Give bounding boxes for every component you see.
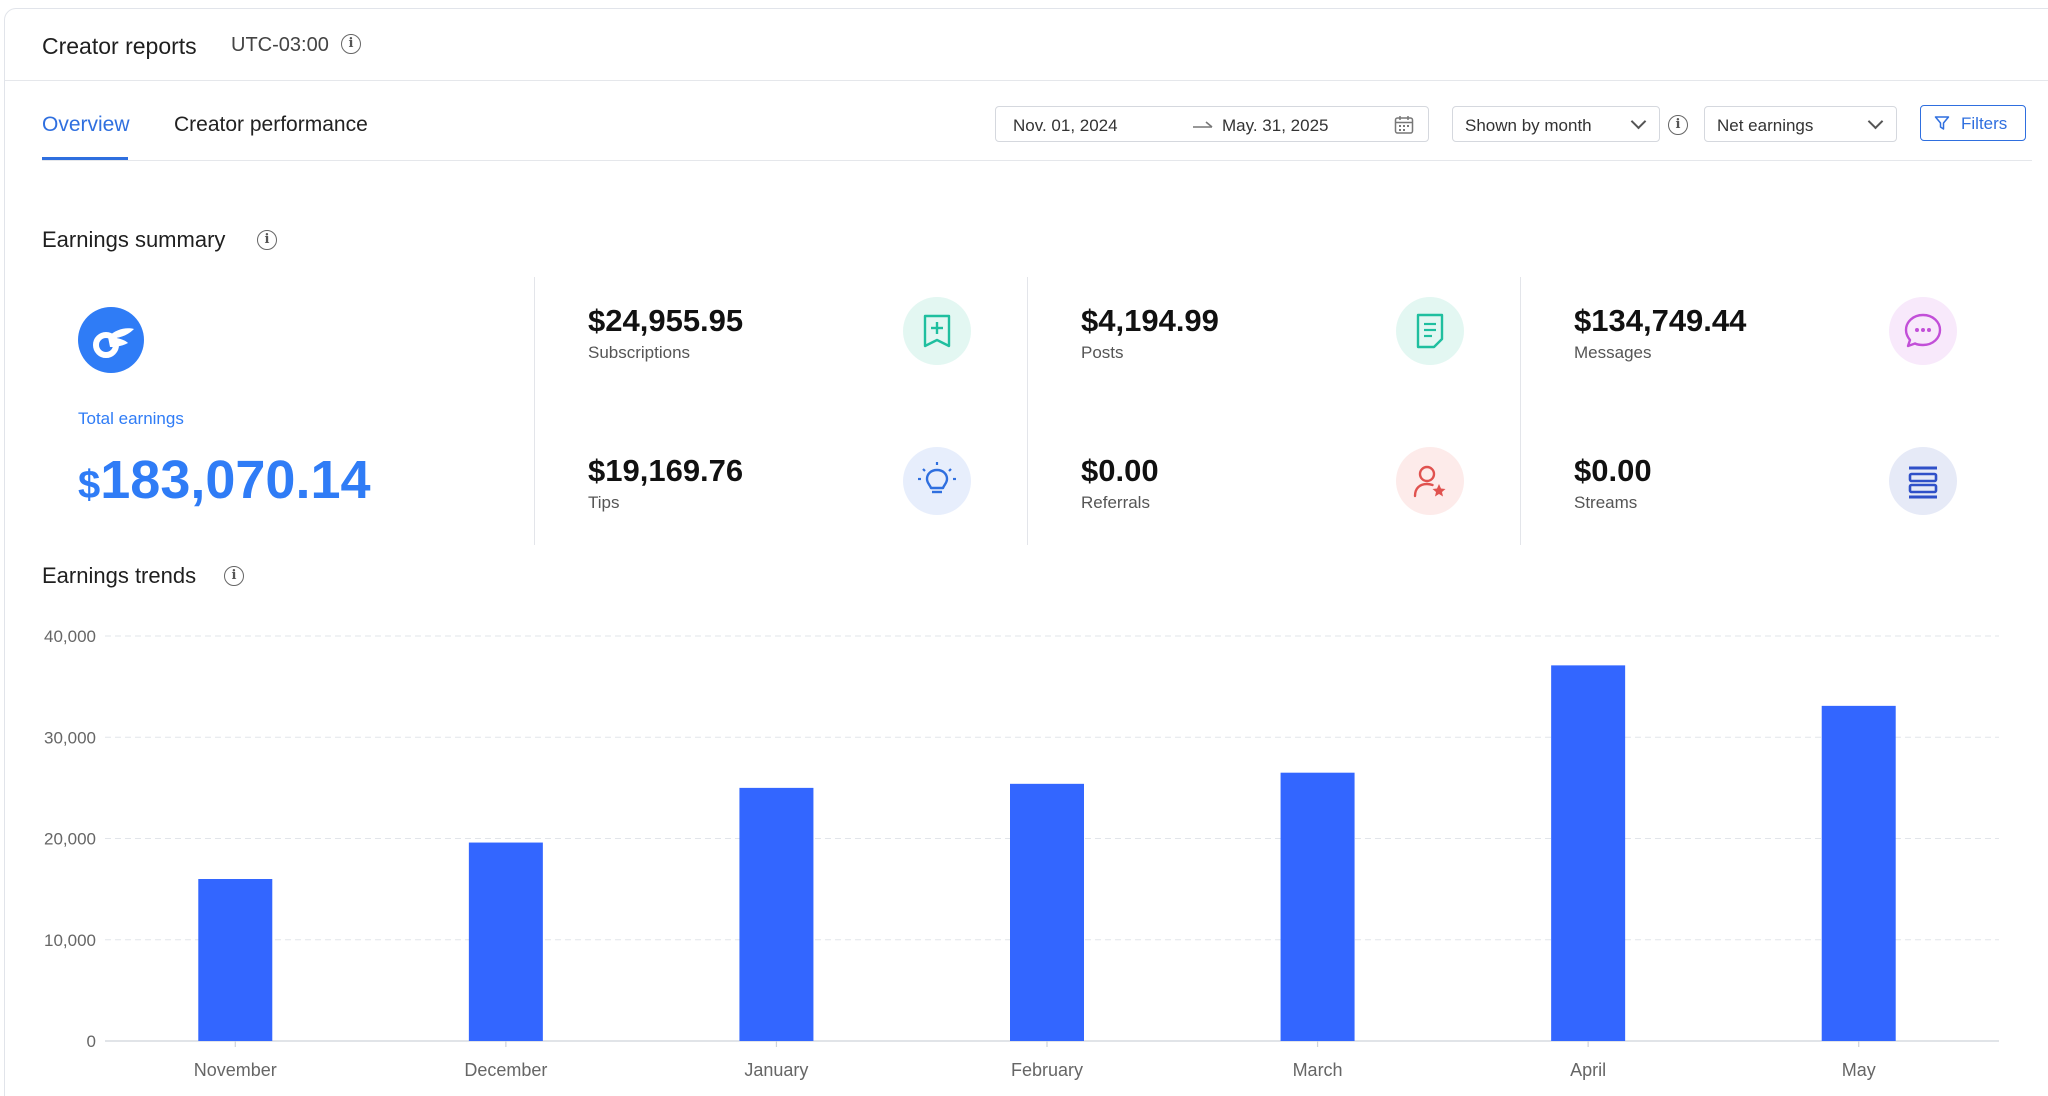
filters-button[interactable]: Filters	[1920, 105, 2026, 141]
grouping-info-icon[interactable]: i	[1668, 115, 1688, 135]
tips-icon	[903, 447, 971, 515]
x-tick-label: April	[1570, 1060, 1606, 1080]
date-start-input[interactable]: Nov. 01, 2024	[1013, 116, 1118, 135]
subscriptions-value: $24,955.95	[588, 303, 744, 338]
bar-april	[1551, 665, 1626, 1041]
chevron-down-icon	[1630, 113, 1647, 130]
chevron-down-icon	[1867, 113, 1884, 130]
bar-march	[1280, 772, 1355, 1041]
tab-creator-performance[interactable]: Creator performance	[174, 113, 368, 136]
x-tick-label: January	[744, 1060, 808, 1080]
subscriptions-label: Subscriptions	[588, 343, 691, 362]
bar-november	[198, 879, 273, 1041]
bar-february	[1010, 783, 1084, 1041]
header-bar: Creator reports UTC-03:00 i	[5, 9, 2048, 81]
timezone-info-icon[interactable]: i	[341, 34, 361, 54]
streams-label: Streams	[1574, 493, 1638, 512]
tips-label: Tips	[588, 493, 620, 512]
calendar-icon[interactable]	[1394, 115, 1414, 135]
messages-label: Messages	[1574, 343, 1652, 362]
date-range-picker[interactable]: Nov. 01, 2024 May. 31, 2025	[995, 106, 1429, 142]
x-tick-label: December	[464, 1060, 547, 1080]
bar-december	[468, 842, 543, 1041]
grouping-value: Shown by month	[1465, 116, 1592, 135]
referrals-label: Referrals	[1081, 493, 1150, 512]
y-tick-label: 40,000	[44, 627, 96, 646]
y-tick-label: 20,000	[44, 830, 96, 849]
earnings-summary-title: Earnings summary	[42, 227, 226, 252]
filters-label: Filters	[1961, 114, 2008, 133]
streams-value: $0.00	[1574, 453, 1652, 488]
y-tick-label: 0	[87, 1032, 96, 1051]
x-tick-label: February	[1011, 1060, 1083, 1080]
y-tick-label: 10,000	[44, 931, 96, 950]
bar-january	[739, 787, 814, 1041]
active-tab-indicator	[42, 157, 128, 160]
onlyfans-logo-icon	[93, 328, 134, 358]
streams-icon	[1889, 447, 1957, 515]
grouping-select[interactable]: Shown by month	[1452, 106, 1660, 142]
earnings-trends-chart: 0 10,000 20,000 30,000 40,000 November Decembe…	[44, 627, 1999, 1080]
page-title: Creator reports	[42, 33, 197, 59]
report-panel: Creator reports UTC-03:00 i Overview Cre…	[4, 8, 2048, 1096]
tab-overview[interactable]: Overview	[42, 113, 130, 136]
posts-value: $4,194.99	[1081, 303, 1219, 338]
x-tick-label: November	[194, 1060, 277, 1080]
date-end-input[interactable]: May. 31, 2025	[1222, 116, 1329, 135]
earnings-summary-info-icon[interactable]: i	[257, 230, 277, 250]
x-tick-label: May	[1842, 1060, 1876, 1080]
earnings-trends-title: Earnings trends	[42, 563, 197, 588]
tabs-divider	[42, 160, 2032, 161]
bar-may	[1821, 705, 1896, 1041]
subscriptions-icon	[903, 297, 971, 365]
messages-icon	[1889, 297, 1957, 365]
x-tick-label: March	[1293, 1060, 1343, 1080]
total-earnings-currency: $	[78, 463, 101, 507]
total-earnings-label: Total earnings	[78, 409, 184, 428]
referrals-value: $0.00	[1081, 453, 1159, 488]
referrals-icon	[1396, 447, 1464, 515]
timezone-label: UTC-03:00	[231, 34, 329, 56]
summary-divider	[534, 277, 535, 545]
y-tick-label: 30,000	[44, 728, 96, 747]
total-earnings-value: $183,070.14	[78, 449, 371, 511]
arrow-right-icon	[1193, 121, 1213, 128]
summary-divider	[1027, 277, 1028, 545]
posts-icon	[1396, 297, 1464, 365]
metric-select[interactable]: Net earnings	[1704, 106, 1897, 142]
total-earnings-amount: 183,070.14	[100, 450, 371, 510]
earnings-trends-info-icon[interactable]: i	[224, 566, 244, 586]
summary-divider	[1520, 277, 1521, 545]
brand-logo	[78, 307, 144, 373]
tips-value: $19,169.76	[588, 453, 744, 488]
filter-icon	[1934, 116, 1950, 130]
metric-value: Net earnings	[1717, 116, 1814, 135]
posts-label: Posts	[1081, 343, 1124, 362]
messages-value: $134,749.44	[1574, 303, 1747, 338]
